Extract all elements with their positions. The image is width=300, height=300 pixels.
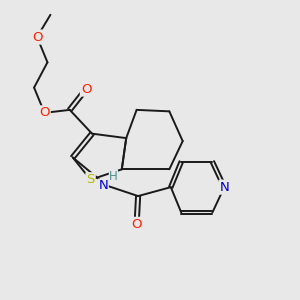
- Text: O: O: [81, 82, 91, 96]
- Text: N: N: [98, 179, 108, 192]
- Text: S: S: [86, 173, 95, 186]
- Text: O: O: [39, 106, 50, 119]
- Text: H: H: [109, 170, 118, 183]
- Text: O: O: [32, 31, 42, 44]
- Text: O: O: [131, 218, 142, 231]
- Text: N: N: [219, 181, 229, 194]
